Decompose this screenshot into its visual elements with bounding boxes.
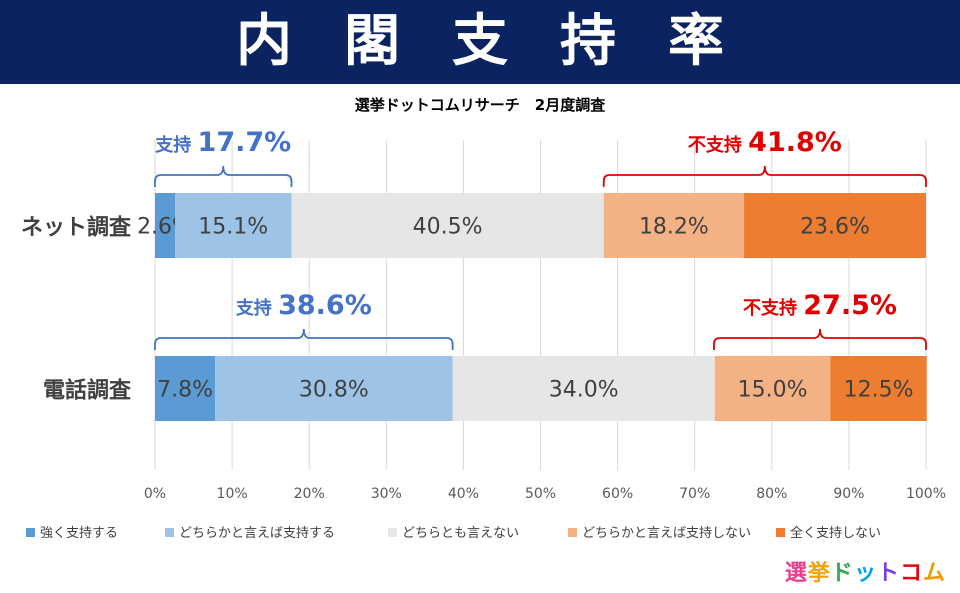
brand-logo: 選挙ドットコム [784,561,946,586]
nonsupport-brace [713,328,927,350]
title-banner [0,0,960,84]
x-tick-label: 80% [756,486,787,502]
x-tick-label: 0% [144,486,166,502]
legend-swatch [568,528,577,537]
data-label: 7.8% [157,378,213,403]
support-annotation-value: 17.7% [198,127,292,158]
x-tick-label: 90% [833,486,864,502]
nonsupport-annotation: 不支持 27.5% [743,290,897,321]
data-label: 23.6% [800,215,870,240]
x-tick-label: 30% [371,486,402,502]
chart-subtitle: 選挙ドットコムリサーチ 2月度調査 [354,96,606,114]
support-annotation-label: 支持 [154,134,197,156]
data-label: 15.0% [738,378,808,403]
nonsupport-annotation-value: 41.8% [748,127,842,158]
legend-swatch [776,528,785,537]
x-tick-label: 20% [294,486,325,502]
legend-swatch [26,528,35,537]
support-annotation-label: 支持 [235,297,278,319]
x-tick-label: 50% [525,486,556,502]
bar-segment [215,356,453,421]
support-annotation: 支持 17.7% [154,127,291,158]
legend-label: 強く支持する [40,526,118,541]
x-tick-label: 40% [448,486,479,502]
support-brace [154,328,454,350]
bar-segment [714,356,831,421]
nonsupport-annotation-value: 27.5% [803,290,897,321]
legend-label: どちらとも言えない [402,526,519,541]
legend-label: どちらかと言えば支持する [179,526,335,541]
support-annotation-value: 38.6% [278,290,372,321]
data-label: 30.8% [299,378,369,403]
bar-segment [830,356,927,421]
data-label: 40.5% [413,215,483,240]
bar-segment [175,193,292,258]
bar-segment [452,356,715,421]
x-tick-label: 10% [217,486,248,502]
nonsupport-annotation-label: 不支持 [743,297,803,319]
data-label: 15.1% [198,215,268,240]
data-label: 34.0% [549,378,619,403]
x-tick-label: 100% [906,486,946,502]
legend-label: 全く支持しない [790,525,881,541]
x-tick-label: 70% [679,486,710,502]
data-label: 18.2% [639,215,709,240]
data-label: 12.5% [844,378,914,403]
legend-swatch [165,528,174,537]
page-title: 内閣支持率 [236,9,776,74]
bar-segment [155,193,176,258]
legend-label: どちらかと言えば支持しない [582,526,751,541]
nonsupport-annotation: 不支持 41.8% [688,127,842,158]
support-annotation: 支持 38.6% [235,290,372,321]
bar-segment [291,193,604,258]
category-label: ネット調査 [21,215,132,241]
bar-segment [155,356,216,421]
support-brace [154,165,293,187]
bar-segment [744,193,926,258]
bar-segment [603,193,745,258]
category-label: 電話調査 [43,378,132,404]
nonsupport-brace [602,165,927,187]
nonsupport-annotation-label: 不支持 [688,134,748,156]
legend-swatch [388,528,397,537]
x-tick-label: 60% [602,486,633,502]
